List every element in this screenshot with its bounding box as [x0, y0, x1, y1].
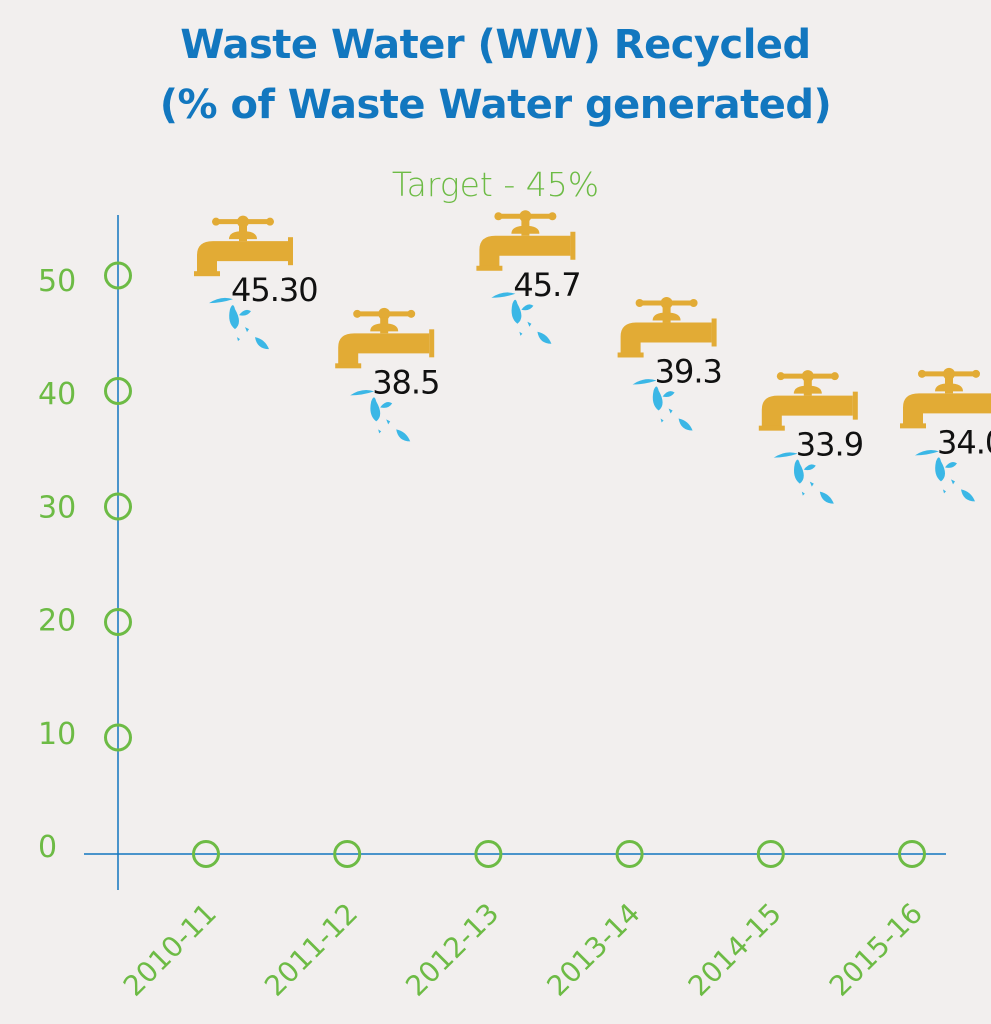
data-label: 39.3	[655, 352, 722, 390]
y-tick-marker	[104, 492, 132, 521]
y-tick-marker	[104, 261, 132, 290]
x-tick-marker	[615, 840, 644, 868]
x-tick-label: 2013-14	[540, 897, 646, 1003]
chart-title-line-1: Waste Water (WW) Recycled	[180, 22, 811, 68]
tap-icon	[335, 307, 435, 369]
data-label: 45.30	[231, 271, 318, 309]
tap-icon	[900, 367, 991, 429]
x-tick-marker	[474, 840, 503, 868]
data-label: 34.07	[937, 423, 991, 461]
data-label: 45.7	[513, 266, 580, 304]
data-label: 33.9	[796, 426, 863, 464]
y-tick-marker	[104, 723, 132, 752]
x-tick-label: 2014-15	[682, 897, 788, 1003]
data-point-2012-13: 45.7	[476, 210, 582, 344]
x-tick-label: 2012-13	[399, 897, 505, 1003]
x-tick-marker	[333, 840, 362, 868]
y-tick-label: 10	[38, 717, 76, 752]
tap-icon	[194, 215, 293, 277]
y-tick-label: 20	[38, 604, 76, 639]
y-tick-label: 30	[38, 490, 76, 525]
target-subtitle: Target - 45%	[391, 165, 600, 204]
x-tick-label: 2010-11	[117, 897, 223, 1003]
tap-icon	[476, 210, 576, 271]
tap-icon	[617, 296, 717, 358]
x-tick-marker	[192, 840, 220, 868]
y-tick-label: 40	[38, 377, 76, 412]
y-tick-marker	[104, 377, 132, 405]
chart-title-line-2: (% of Waste Water generated)	[159, 82, 832, 128]
y-tick-label: 0	[38, 830, 57, 865]
data-point-2013-14: 39.3	[617, 296, 723, 431]
x-tick-label: 2015-16	[823, 897, 929, 1003]
x-tick-marker	[898, 840, 926, 868]
data-point-2014-15: 33.9	[758, 370, 864, 504]
tap-icon	[758, 370, 858, 431]
data-point-2015-16: 34.07	[900, 367, 991, 502]
data-point-2011-12: 38.5	[335, 307, 440, 442]
y-tick-label: 50	[38, 264, 76, 299]
y-tick-marker	[104, 608, 132, 636]
data-label: 38.5	[372, 363, 439, 401]
x-tick-label: 2011-12	[258, 897, 364, 1003]
x-tick-marker	[756, 840, 785, 868]
data-point-2010-11: 45.30	[194, 215, 319, 350]
